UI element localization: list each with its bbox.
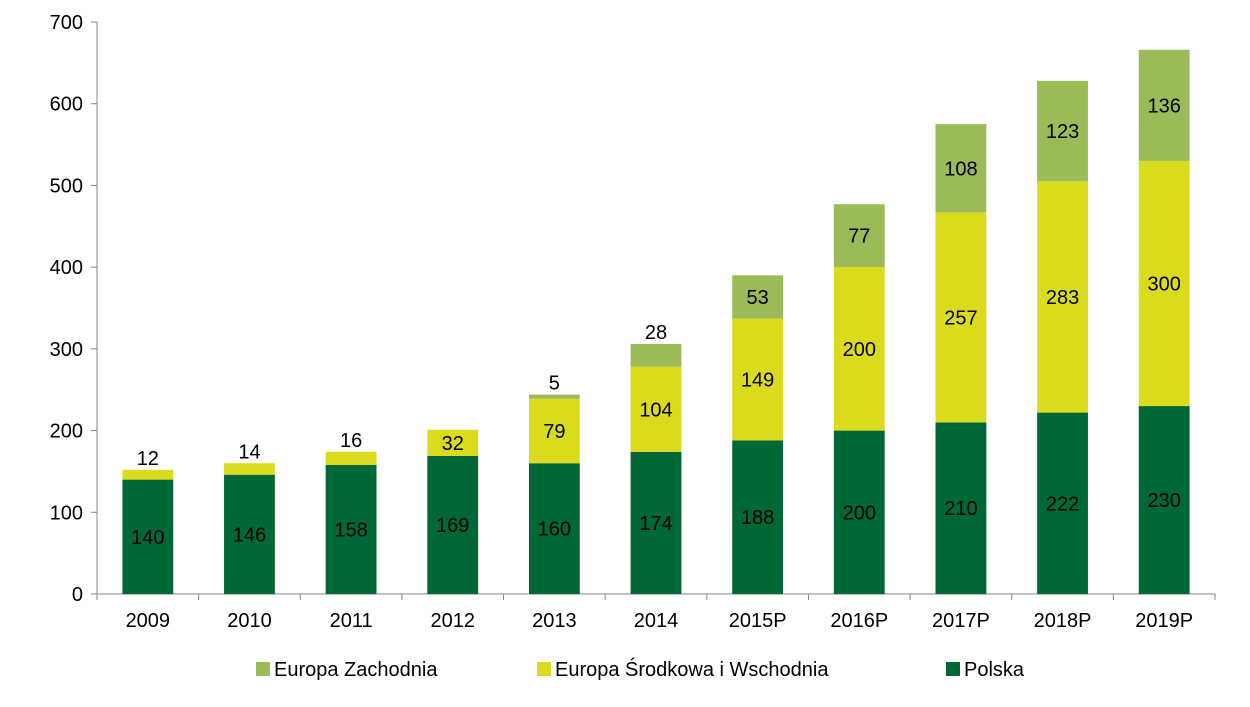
- data-label: 28: [645, 322, 667, 344]
- data-label: 174: [639, 513, 672, 535]
- data-label: 77: [848, 226, 870, 248]
- bar-polska-2017p: [935, 422, 987, 594]
- bar-europa-zachodnia-2014: [630, 343, 682, 367]
- data-label: 149: [741, 370, 774, 392]
- x-tick-label: 2010: [227, 610, 272, 632]
- bar-polska-2009: [122, 479, 174, 594]
- x-tick-label: 2017P: [932, 610, 990, 632]
- axes: 0 100 200 300 400 500 600 700 2009 2010 2011 2012 20…: [50, 12, 1216, 632]
- y-tick-label: 200: [50, 421, 83, 443]
- x-tick-label: 2018P: [1034, 610, 1092, 632]
- data-label: 16: [340, 430, 362, 452]
- bars: [122, 49, 1190, 594]
- data-label: 136: [1147, 95, 1180, 117]
- x-tick-label: 2014: [634, 610, 679, 632]
- bar-polska-2013: [528, 463, 580, 594]
- data-label: 230: [1147, 490, 1180, 512]
- x-tick-label: 2016P: [830, 610, 888, 632]
- legend-label: Europa Środkowa i Wschodnia: [555, 657, 829, 681]
- data-label: 79: [543, 421, 565, 443]
- bar-europa-zachodnia-2018p: [1037, 80, 1088, 182]
- bar-polska-2015p: [732, 440, 784, 594]
- data-label: 104: [639, 399, 672, 421]
- data-labels: 140 12 146 14 158 16 169 32 160 79 5 174 104 28 188 149…: [131, 95, 1181, 548]
- data-label: 158: [334, 519, 367, 541]
- x-tick-label: 2011: [330, 610, 373, 632]
- x-tick-label: 2012: [430, 610, 475, 632]
- y-tick-label: 100: [50, 502, 83, 524]
- legend-label: Europa Zachodnia: [274, 659, 438, 681]
- bar-polska-2016p: [833, 430, 885, 594]
- data-label: 123: [1046, 121, 1079, 143]
- bar-polska-2014: [630, 451, 682, 594]
- y-tick-label: 400: [50, 257, 83, 279]
- data-label: 188: [741, 507, 774, 529]
- data-label: 200: [843, 339, 876, 361]
- bar-europa-rodkowa-i-wschodnia-2009: [122, 469, 174, 480]
- y-tick-label: 600: [50, 94, 83, 116]
- bar-europa-zachodnia-2017p: [935, 124, 987, 213]
- data-label: 200: [843, 502, 876, 524]
- y-tick-label: 500: [50, 175, 83, 197]
- y-tick-label: 0: [72, 584, 83, 606]
- bar-europa-rodkowa-i-wschodnia-2018p: [1037, 181, 1088, 413]
- data-label: 140: [131, 527, 164, 549]
- bar-europa-zachodnia-2019p: [1138, 49, 1190, 161]
- data-label: 32: [442, 433, 464, 455]
- legend-swatch: [946, 662, 960, 676]
- bar-europa-rodkowa-i-wschodnia-2010: [224, 463, 275, 475]
- x-tick-label: 2009: [126, 610, 171, 632]
- legend-swatch: [256, 662, 270, 676]
- bar-europa-rodkowa-i-wschodnia-2013: [528, 398, 580, 464]
- bar-europa-zachodnia-2016p: [833, 204, 885, 268]
- bar-europa-rodkowa-i-wschodnia-2019p: [1138, 160, 1190, 407]
- bar-polska-2018p: [1037, 412, 1088, 594]
- x-tick-label: 2019P: [1135, 610, 1193, 632]
- data-label: 14: [238, 441, 260, 463]
- data-label: 12: [137, 448, 159, 470]
- bar-europa-zachodnia-2015p: [732, 275, 784, 319]
- y-tick-label: 700: [50, 12, 83, 34]
- data-label: 108: [944, 158, 977, 180]
- bar-europa-rodkowa-i-wschodnia-2017p: [935, 212, 987, 423]
- data-label: 222: [1046, 493, 1079, 515]
- legend-swatch: [537, 662, 551, 676]
- data-label: 300: [1147, 273, 1180, 295]
- bar-europa-rodkowa-i-wschodnia-2014: [630, 366, 682, 452]
- data-label: 257: [944, 307, 977, 329]
- bar-europa-rodkowa-i-wschodnia-2011: [325, 451, 377, 465]
- legend-label: Polska: [964, 659, 1025, 681]
- data-label: 160: [538, 519, 571, 541]
- legend: Europa Zachodnia Europa Środkowa i Wschod…: [256, 657, 1025, 681]
- y-tick-label: 300: [50, 339, 83, 361]
- bar-europa-rodkowa-i-wschodnia-2016p: [833, 267, 885, 431]
- data-label: 53: [747, 287, 769, 309]
- bar-europa-zachodnia-2013: [528, 394, 580, 399]
- x-tick-label: 2013: [532, 610, 577, 632]
- x-tick-label: 2015P: [729, 610, 787, 632]
- bar-europa-rodkowa-i-wschodnia-2015p: [732, 318, 784, 441]
- bar-polska-2012: [427, 455, 479, 594]
- data-label: 5: [549, 373, 560, 395]
- data-label: 283: [1046, 287, 1079, 309]
- data-label: 210: [944, 498, 977, 520]
- data-label: 146: [233, 524, 266, 546]
- bar-polska-2019p: [1138, 406, 1190, 594]
- bar-polska-2010: [224, 474, 275, 594]
- data-label: 169: [436, 515, 469, 537]
- bar-europa-rodkowa-i-wschodnia-2012: [427, 429, 479, 456]
- bar-polska-2011: [325, 464, 377, 594]
